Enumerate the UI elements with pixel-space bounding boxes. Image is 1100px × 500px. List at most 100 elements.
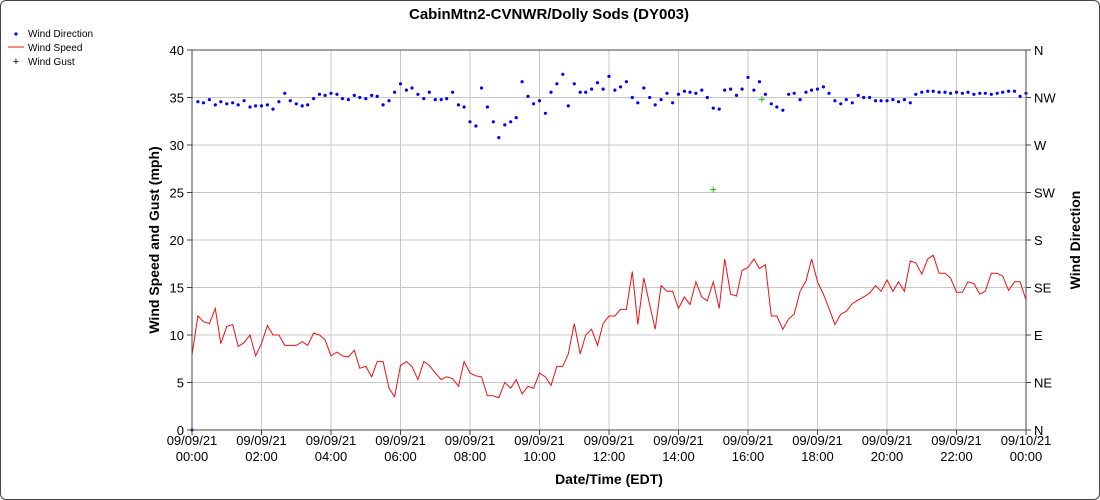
wind-direction-point (908, 101, 912, 105)
wind-direction-point (335, 92, 339, 96)
wind-direction-point (283, 91, 287, 95)
wind-direction-point (665, 91, 669, 95)
wind-direction-point (514, 116, 518, 120)
wind-direction-point (225, 102, 229, 106)
wind-direction-point (300, 104, 304, 108)
grid-layer (191, 49, 1027, 431)
wind-direction-point (856, 93, 860, 97)
wind-direction-point (346, 98, 350, 102)
wind-direction-point (375, 94, 379, 98)
y2-tick-label: N (1034, 423, 1043, 438)
wind-direction-point (636, 101, 640, 105)
x-tick-label-time: 12:00 (593, 449, 626, 464)
wind-direction-point (352, 93, 356, 97)
wind-direction-point (555, 82, 559, 86)
wind-direction-point (427, 90, 431, 94)
wind-direction-point (474, 124, 478, 128)
wind-direction-point (937, 90, 941, 94)
wind-direction-point (885, 99, 889, 103)
wind-direction-point (989, 92, 993, 96)
y-axis-title: Wind Speed and Gust (mph) (146, 146, 162, 333)
wind-direction-point (532, 102, 536, 106)
wind-direction-point (433, 98, 437, 102)
legend-direction-marker (14, 32, 18, 36)
wind-direction-point (671, 101, 675, 105)
legend-speed-label: Wind Speed (28, 43, 82, 54)
y-tick-label: 35 (170, 91, 184, 106)
wind-direction-point (769, 102, 773, 106)
wind-direction-point (491, 120, 495, 124)
wind-direction-point (340, 97, 345, 101)
wind-direction-point (746, 75, 750, 79)
wind-direction-point (775, 105, 779, 109)
wind-direction-point (873, 99, 878, 103)
wind-direction-point (520, 80, 524, 84)
x-tick-label-date: 09/09/21 (723, 433, 774, 448)
y2-tick-label: N (1034, 43, 1043, 58)
wind-direction-point (740, 87, 744, 91)
x-tick-label-date: 09/09/21 (445, 433, 496, 448)
y-tick-label: 15 (170, 281, 184, 296)
wind-direction-point (804, 90, 808, 94)
wind-direction-point (624, 80, 629, 84)
wind-direction-point (294, 102, 298, 106)
legend: Wind Direction Wind Speed + Wind Gust (8, 29, 93, 68)
wind-direction-point (381, 103, 385, 107)
wind-direction-point (781, 108, 785, 112)
wind-direction-point (485, 105, 489, 109)
wind-direction-point (810, 88, 814, 92)
tick-layer: 0510152025303540NNEESESSWWNWN09/09/2100:… (167, 43, 1057, 464)
wind-direction-point (265, 103, 269, 107)
x-tick-label-time: 14:00 (662, 449, 695, 464)
wind-direction-point (752, 88, 756, 92)
x-tick-label-time: 00:00 (1010, 449, 1043, 464)
wind-direction-point (561, 72, 565, 76)
wind-direction-point (676, 92, 681, 96)
wind-direction-point (288, 99, 292, 103)
wind-direction-point (410, 86, 414, 90)
wind-direction-point (578, 90, 582, 94)
x-tick-label-date: 09/09/21 (375, 433, 426, 448)
x-tick-label-time: 08:00 (454, 449, 487, 464)
wind-direction-point (259, 104, 264, 108)
wind-direction-point (595, 81, 600, 85)
wind-direction-point (931, 89, 935, 93)
wind-direction-point (943, 90, 947, 94)
wind-direction-point (196, 100, 200, 104)
wind-direction-point (543, 111, 548, 115)
wind-direction-point (1012, 89, 1017, 93)
x-tick-label-date: 09/09/21 (862, 433, 913, 448)
wind-direction-point (387, 99, 391, 103)
wind-direction-point (1001, 90, 1005, 94)
wind-direction-point (891, 98, 895, 102)
wind-direction-point (503, 123, 507, 127)
wind-direction-point (966, 90, 970, 94)
wind-direction-point (763, 92, 768, 96)
wind-direction-point (983, 91, 987, 95)
wind-direction-point (607, 74, 611, 78)
y-tick-label: 10 (170, 328, 184, 343)
wind-direction-point (312, 97, 316, 101)
wind-direction-point (653, 103, 657, 107)
x-tick-label-date: 09/09/21 (167, 433, 218, 448)
y2-tick-label: SW (1034, 186, 1056, 201)
wind-direction-point (734, 93, 739, 97)
wind-direction-point (254, 104, 258, 108)
wind-direction-point (972, 92, 976, 96)
y-tick-label: 20 (170, 233, 184, 248)
wind-direction-point (815, 87, 820, 91)
wind-direction-point (462, 105, 466, 109)
wind-direction-point (572, 82, 576, 86)
wind-direction-point (862, 95, 866, 100)
wind-direction-point (618, 85, 623, 89)
x-tick-label-date: 09/09/21 (236, 433, 287, 448)
wind-direction-point (509, 120, 513, 124)
wind-direction-point (479, 86, 484, 90)
wind-speed-line (191, 254, 1027, 399)
y2-tick-label: NE (1034, 376, 1052, 391)
wind-gust-point (758, 96, 765, 103)
wind-direction-point (705, 95, 709, 100)
wind-direction-point (323, 93, 327, 97)
wind-direction-point (404, 88, 408, 92)
